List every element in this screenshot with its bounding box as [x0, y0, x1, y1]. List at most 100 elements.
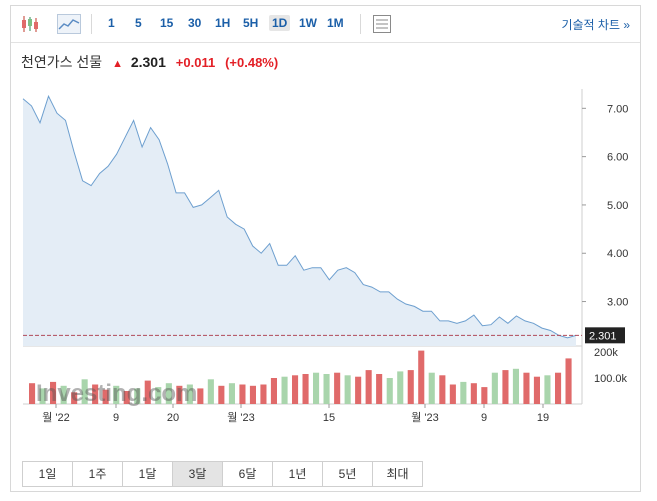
volume-bar: [428, 372, 435, 404]
time-tick-label: 월 '23: [227, 411, 255, 424]
volume-bar: [39, 388, 46, 404]
volume-bar: [376, 374, 383, 404]
range-1-week[interactable]: 1주: [73, 462, 123, 486]
area-chart-icon[interactable]: [57, 14, 81, 34]
time-tick-label: 15: [323, 412, 335, 424]
period-15[interactable]: 15: [160, 16, 174, 30]
volume-bar: [470, 383, 477, 404]
volume-bar: [355, 376, 362, 404]
volume-bar: [29, 383, 36, 404]
price-tick-label: 6.00: [607, 152, 628, 164]
period-5[interactable]: 5: [135, 16, 142, 30]
range-selector: 1일 1주 1달 3달 6달 1년 5년 최대: [22, 461, 423, 487]
price-tick-label: 4.00: [607, 248, 628, 260]
volume-bar: [270, 378, 277, 404]
range-1-day[interactable]: 1일: [23, 462, 73, 486]
time-tick-label: 9: [481, 412, 487, 424]
range-max[interactable]: 최대: [373, 462, 422, 486]
volume-bar: [544, 375, 551, 404]
volume-bar: [186, 384, 193, 404]
candlestick-icon[interactable]: [19, 14, 41, 34]
price-line: [22, 94, 577, 339]
volume-bar: [386, 378, 393, 404]
volume-bar: [113, 385, 120, 404]
volume-bar: [439, 375, 446, 404]
volume-tick-label: 200k: [594, 347, 618, 359]
time-tick-label: 월 '22: [42, 411, 70, 424]
price-change: +0.011: [175, 55, 216, 70]
volume-tick-label: 100.0k: [594, 373, 628, 385]
period-1w[interactable]: 1W: [299, 16, 317, 30]
volume-bar: [449, 384, 456, 404]
volume-bar: [302, 374, 309, 404]
volume-bar: [81, 379, 88, 404]
toolbar-separator: [91, 14, 92, 34]
chart-widget: 1 5 15 30 1H 5H 1D 1W 1M 기술적 차트 » 천연가스 선…: [10, 5, 641, 492]
price-chart[interactable]: 7.00 6.00 5.00 4.00 3.00 2.301 200k 100.0k Inves…: [11, 6, 640, 456]
volume-bar: [134, 388, 141, 404]
volume-bar: [334, 372, 341, 404]
range-1-year[interactable]: 1년: [273, 462, 323, 486]
instrument-name: 천연가스 선물: [21, 54, 103, 70]
price-tick-label: 7.00: [607, 103, 628, 115]
technical-chart-link[interactable]: 기술적 차트 »: [561, 18, 630, 32]
time-tick-label: 19: [537, 412, 549, 424]
up-arrow-icon: ▲: [112, 58, 123, 70]
volume-bar: [481, 387, 488, 404]
volume-bar: [407, 370, 414, 404]
volume-bar: [176, 385, 183, 404]
chart-toolbar: 1 5 15 30 1H 5H 1D 1W 1M 기술적 차트 »: [11, 6, 640, 43]
volume-bar: [218, 385, 225, 404]
volume-bar: [165, 383, 172, 404]
range-6-months[interactable]: 6달: [223, 462, 273, 486]
volume-bar: [313, 372, 320, 404]
volume-bar: [249, 385, 256, 404]
range-5-years[interactable]: 5년: [323, 462, 373, 486]
price-change-percent: (+0.48%): [225, 55, 279, 70]
volume-bar: [555, 372, 562, 404]
volume-bar: [102, 389, 109, 404]
volume-bar: [71, 392, 78, 404]
period-30[interactable]: 30: [188, 16, 202, 30]
volume-bar: [260, 384, 267, 404]
price-tick-label: 3.00: [607, 297, 628, 309]
range-1-month[interactable]: 1달: [123, 462, 173, 486]
volume-bar: [155, 387, 162, 404]
price-tick-label: 5.00: [607, 200, 628, 212]
volume-bar: [60, 385, 67, 404]
volume-bar: [92, 384, 99, 404]
toolbar-separator: [360, 14, 361, 34]
volume-bar: [533, 376, 540, 404]
volume-bar: [512, 368, 519, 404]
range-3-months[interactable]: 3달: [173, 462, 223, 486]
volume-bar: [50, 381, 57, 404]
time-tick-label: 월 '23: [411, 411, 439, 424]
time-tick-label: 9: [113, 412, 119, 424]
volume-bar: [239, 384, 246, 404]
period-1[interactable]: 1: [108, 16, 115, 30]
volume-bar: [365, 370, 372, 404]
period-1h[interactable]: 1H: [215, 16, 231, 30]
volume-bar: [491, 372, 498, 404]
volume-bar: [207, 379, 214, 404]
volume-bar: [523, 372, 530, 404]
last-price-tag: [585, 327, 625, 344]
volume-bar: [418, 350, 425, 404]
period-5h[interactable]: 5H: [243, 16, 259, 30]
volume-bar: [281, 376, 288, 404]
last-price-tag-label: 2.301: [589, 330, 617, 342]
volume-bar: [397, 371, 404, 404]
period-1d[interactable]: 1D: [269, 15, 291, 31]
last-price: 2.301: [130, 54, 166, 70]
indicator-panel-icon[interactable]: [371, 14, 393, 34]
time-tick-label: 20: [167, 412, 179, 424]
volume-bar: [323, 374, 330, 404]
volume-bar: [123, 391, 130, 404]
volume-bar: [344, 375, 351, 404]
volume-bar: [228, 383, 235, 404]
price-area: [23, 96, 576, 346]
period-1m[interactable]: 1M: [327, 16, 344, 30]
volume-bar: [565, 358, 572, 404]
volume-bar: [197, 388, 204, 404]
quote-header: 천연가스 선물 ▲ 2.301 +0.011 (+0.48%): [21, 52, 278, 72]
